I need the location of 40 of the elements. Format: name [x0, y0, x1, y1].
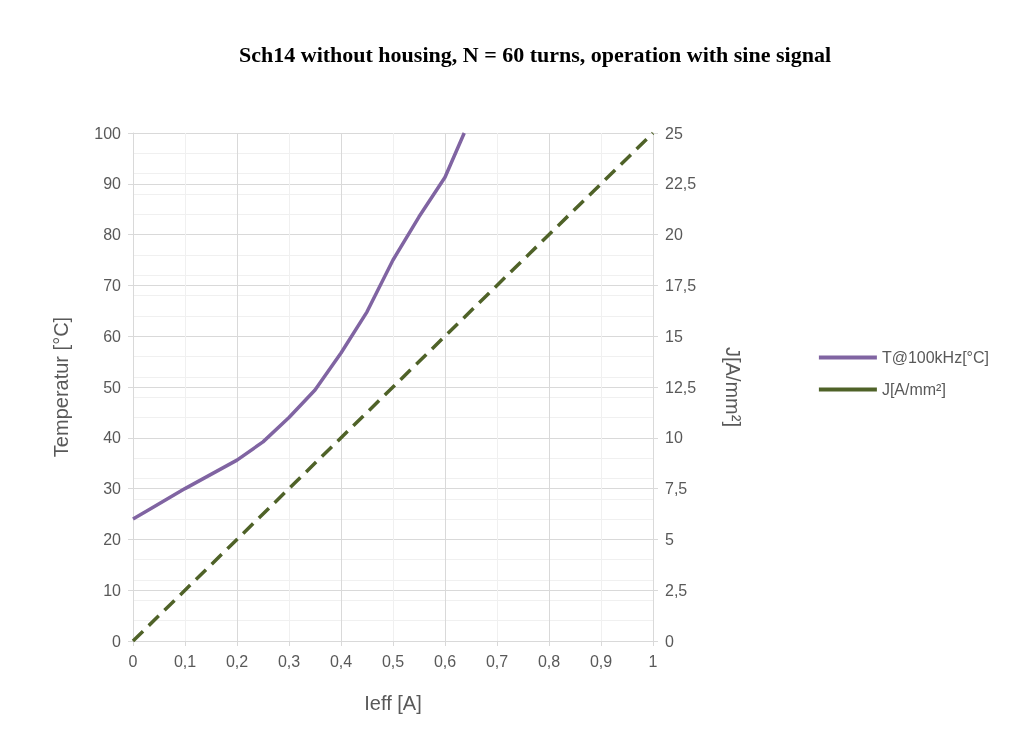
- y2-axis-title: J[A/mm²]: [722, 347, 744, 427]
- x-tick-label: 0,6: [433, 652, 457, 670]
- y2-tick-label: 17,5: [665, 276, 697, 294]
- x-tick-label: 0: [128, 652, 138, 670]
- chart-title: Sch14 without housing, N = 60 turns, operation with sine signal: [239, 41, 831, 67]
- y-tick-label: 80: [103, 226, 122, 244]
- y-tick-label: 70: [103, 276, 122, 294]
- x-axis-title: Ieff [A]: [364, 692, 422, 714]
- x-tick-label: 0,9: [589, 652, 613, 670]
- legend-label: J[A/mm²]: [881, 381, 946, 398]
- x-tick-label: 0,5: [381, 652, 405, 670]
- y-tick-label: 100: [94, 124, 122, 142]
- y2-tick-label: 2,5: [665, 581, 688, 599]
- legend-label: T@100kHz[°C]: [881, 349, 989, 366]
- x-tick-label: 0,8: [537, 652, 561, 670]
- y-tick-label: 10: [103, 581, 122, 599]
- line-series: [131, 131, 466, 521]
- y2-tick-label: 20: [665, 226, 683, 244]
- x-tick-label: 1: [648, 652, 658, 670]
- y2-tick-label: 22,5: [665, 175, 697, 193]
- y-tick-label: 50: [103, 378, 122, 396]
- y2-tick-label: 0: [665, 632, 674, 650]
- y2-tick-label: 25: [665, 124, 683, 142]
- y2-tick-label: 15: [665, 327, 683, 345]
- y-tick-label: 60: [103, 327, 122, 345]
- y2-tick-label: 5: [665, 530, 674, 548]
- y-tick-label: 30: [103, 480, 122, 498]
- y2-tick-label: 10: [665, 429, 683, 447]
- y-tick-label: 40: [103, 429, 122, 447]
- x-tick-label: 0,2: [225, 652, 249, 670]
- x-tick-label: 0,4: [329, 652, 353, 670]
- y-tick-label: 0: [112, 632, 122, 650]
- y-tick-label: 20: [103, 530, 122, 548]
- y2-tick-label: 7,5: [665, 480, 688, 498]
- x-tick-label: 0,7: [485, 652, 509, 670]
- y2-tick-label: 12,5: [665, 378, 697, 396]
- x-tick-label: 0,3: [277, 652, 301, 670]
- x-tick-label: 0,1: [173, 652, 197, 670]
- y-tick-label: 90: [103, 175, 122, 193]
- y-axis-title: Temperatur [°C]: [50, 316, 72, 458]
